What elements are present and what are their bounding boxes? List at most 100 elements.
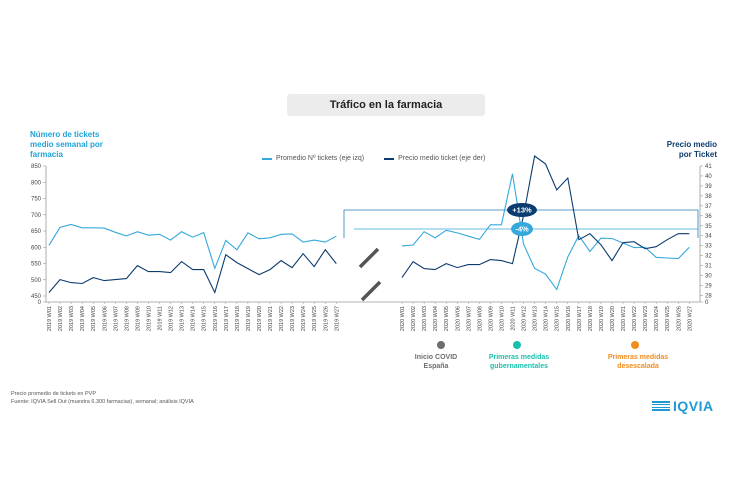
x-tick-label: 2020 W15 (555, 306, 561, 331)
y-right-tick-label: 38 (705, 194, 712, 200)
event-dot-covid (437, 341, 445, 349)
y-right-tick-label: 35 (705, 224, 712, 230)
x-tick-label: 2020 W18 (588, 306, 594, 331)
x-tick-label: 2020 W07 (466, 306, 472, 331)
x-tick-label: 2019 W01 (47, 306, 53, 331)
footer-note-1: Precio promedio de tickets en PVP (11, 391, 96, 397)
axis-break-mark (358, 247, 380, 269)
series-line-price (48, 248, 337, 295)
chart-title: Tráfico en la farmacia (287, 94, 485, 116)
y-right-tick-label: 0 (705, 300, 709, 306)
x-tick-label: 2019 W18 (235, 306, 241, 331)
x-tick-label: 2019 W17 (224, 306, 230, 331)
x-tick-label: 2019 W16 (213, 306, 219, 331)
x-tick-label: 2020 W12 (522, 306, 528, 331)
y-right-tick-label: 39 (705, 184, 712, 190)
y-right-axis-title: Precio medio por Ticket (666, 140, 717, 159)
y-right-tick-label: 32 (705, 254, 712, 260)
x-tick-label: 2020 W13 (533, 306, 539, 331)
legend-label-price: Precio medio ticket (eje der) (398, 155, 486, 162)
x-tick-label: 2019 W19 (246, 306, 252, 331)
legend-label-tickets: Promedio Nº tickets (eje izq) (276, 155, 365, 162)
y-right-tick-label: 40 (705, 174, 712, 180)
y-right-tick-label: 33 (705, 244, 712, 250)
x-tick-label: 2020 W25 (665, 306, 671, 331)
x-tick-label: 2019 W13 (180, 306, 186, 331)
x-tick-label: 2019 W14 (191, 306, 197, 331)
event-label-desescalada: Primeras medidas desescalada (607, 354, 669, 370)
x-tick-label: 2019 W11 (158, 306, 164, 331)
x-tick-label: 2020 W27 (687, 306, 693, 331)
x-tick-label: 2020 W16 (566, 306, 572, 331)
y-right-tick-label: 31 (705, 264, 712, 270)
axis-break-mark (360, 280, 382, 302)
y-right-tick-label: 30 (705, 274, 712, 280)
y-right-tick-label: 28 (705, 294, 712, 300)
x-tick-label: 2019 W24 (301, 306, 307, 331)
x-tick-label: 2020 W20 (610, 306, 616, 331)
event-dot-gov (513, 341, 521, 349)
y-left-tick-label: 0 (38, 300, 42, 306)
annotation-label-minus4: -4% (515, 225, 529, 234)
x-tick-label: 2020 W04 (433, 306, 439, 331)
legend-swatch-tickets (262, 157, 272, 160)
x-tick-label: 2019 W03 (69, 306, 75, 331)
x-tick-label: 2020 W10 (499, 306, 505, 331)
x-tick-label: 2019 W22 (279, 306, 285, 331)
y-right-tick-label: 41 (705, 164, 712, 170)
x-tick-label: 2019 W06 (102, 306, 108, 331)
y-right-tick-label: 29 (705, 284, 712, 290)
x-tick-label: 2020 W19 (599, 306, 605, 331)
iqvia-logo-mark (652, 401, 670, 411)
x-tick-label: 2019 W27 (334, 306, 340, 331)
x-tick-label: 2020 W26 (676, 306, 682, 331)
y-left-axis-title: Número de tickets medio semanal por farm… (30, 130, 103, 159)
x-tick-label: 2020 W11 (511, 306, 517, 331)
y-left-tick-label: 550 (31, 262, 42, 268)
y-left-tick-label: 700 (31, 213, 42, 219)
event-dot-desescalada (631, 341, 639, 349)
iqvia-logo-text: IQVIA (673, 398, 714, 414)
x-tick-label: 2019 W05 (91, 306, 97, 331)
iqvia-logo: IQVIA (652, 398, 714, 414)
x-tick-label: 2020 W17 (577, 306, 583, 331)
x-tick-label: 2019 W09 (135, 306, 141, 331)
x-tick-label: 2019 W07 (113, 306, 119, 331)
y-right-tick-label: 37 (705, 204, 712, 210)
x-tick-label: 2020 W24 (654, 306, 660, 331)
annotation-label-plus13: +13% (512, 206, 532, 215)
y-left-tick-label: 500 (31, 278, 42, 284)
x-tick-label: 2020 W22 (632, 306, 638, 331)
x-tick-label: 2020 W06 (455, 306, 461, 331)
y-left-tick-label: 800 (31, 180, 42, 186)
series-line-tickets (48, 223, 337, 271)
y-left-tick-label: 450 (31, 294, 42, 300)
x-tick-label: 2019 W12 (169, 306, 175, 331)
y-right-tick-label: 34 (705, 234, 712, 240)
legend-item-tickets: Promedio Nº tickets (eje izq) (262, 155, 364, 162)
legend: Promedio Nº tickets (eje izq) Precio med… (262, 155, 485, 162)
y-left-tick-label: 750 (31, 197, 42, 203)
footer-note-2: Fuente: IQVIA Sell Out (muestra 6.300 fa… (11, 399, 194, 405)
x-tick-label: 2019 W08 (124, 306, 130, 331)
x-tick-label: 2020 W21 (621, 306, 627, 331)
x-tick-label: 2019 W02 (58, 306, 64, 331)
footer-notes: Precio promedio de tickets en PVP Fuente… (11, 390, 194, 406)
x-tick-label: 2019 W04 (80, 306, 86, 331)
x-tick-label: 2019 W10 (146, 306, 152, 331)
x-tick-label: 2020 W03 (422, 306, 428, 331)
x-tick-label: 2020 W08 (477, 306, 483, 331)
x-tick-label: 2020 W05 (444, 306, 450, 331)
x-tick-label: 2020 W01 (400, 306, 406, 331)
annotation-badge-minus4 (511, 222, 533, 236)
annotation-badge-plus13 (507, 203, 537, 217)
x-tick-label: 2019 W15 (202, 306, 208, 331)
series-line-price (401, 155, 690, 278)
x-tick-label: 2019 W21 (268, 306, 274, 331)
x-tick-label: 2019 W23 (290, 306, 296, 331)
legend-item-price: Precio medio ticket (eje der) (384, 155, 485, 162)
legend-swatch-price (384, 157, 395, 160)
event-label-gov: Primeras medidas gubernamentales (488, 354, 550, 370)
x-tick-label: 2020 W09 (488, 306, 494, 331)
